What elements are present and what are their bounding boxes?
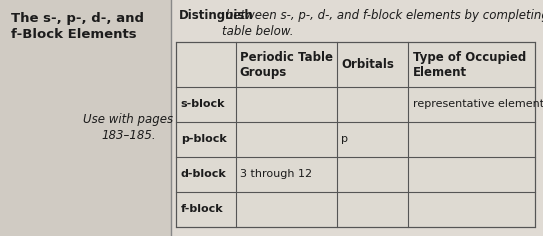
Bar	[171, 0, 543, 236]
Text: representative elements: representative elements	[413, 99, 543, 109]
Text: 3 through 12: 3 through 12	[240, 169, 312, 179]
Text: p: p	[341, 134, 348, 144]
Text: s-block: s-block	[181, 99, 225, 109]
Text: The s-, p-, d-, and
f-Block Elements: The s-, p-, d-, and f-Block Elements	[11, 12, 144, 41]
Text: p-block: p-block	[181, 134, 226, 144]
Text: f-block: f-block	[181, 204, 223, 214]
Text: Orbitals: Orbitals	[341, 58, 394, 71]
Text: Use with pages
183–185.: Use with pages 183–185.	[83, 113, 173, 142]
Text: between s-, p-, d-, and f-block elements by completing the
table below.: between s-, p-, d-, and f-block elements…	[222, 9, 543, 38]
Text: Distinguish: Distinguish	[179, 9, 254, 22]
Text: Type of Occupied
Element: Type of Occupied Element	[413, 51, 526, 79]
Bar	[0, 0, 171, 236]
Bar	[176, 42, 535, 227]
Text: d-block: d-block	[181, 169, 226, 179]
Text: Periodic Table
Groups: Periodic Table Groups	[240, 51, 333, 79]
